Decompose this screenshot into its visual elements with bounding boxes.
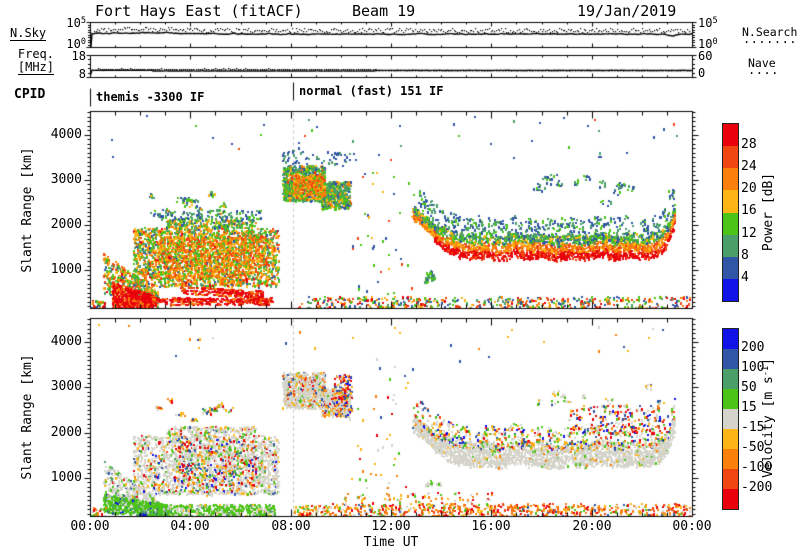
- velocity-colorbar-segment-brightblue: [723, 329, 738, 349]
- nave-legend-dots: ....: [748, 63, 779, 77]
- power-colorbar-segment-seagreen: [723, 234, 738, 257]
- power-colorbar-segment-amber: [723, 190, 738, 213]
- velocity-colorbar-segment-red: [723, 489, 738, 509]
- velocity-colorbar: [722, 328, 739, 510]
- nsearch-legend-label: N.Search: [742, 25, 798, 39]
- y-tick-label-velocity: 4000: [50, 334, 82, 349]
- power-colorbar-segment-blue: [723, 256, 738, 279]
- y-tick-label-power: 2000: [50, 217, 82, 232]
- y-tick-label-velocity: 3000: [50, 379, 82, 394]
- xaxis-title: Time UT: [363, 535, 419, 550]
- power-colorbar-tick-label: 16: [741, 203, 757, 219]
- x-tick-label: 00:00: [672, 519, 712, 534]
- nsky-scale-top-right: 105: [698, 16, 718, 30]
- velocity-colorbar-tick-label: 200: [741, 340, 765, 355]
- power-colorbar: [722, 123, 739, 302]
- velocity-colorbar-tick-label: -50: [741, 440, 765, 455]
- power-colorbar-tick-label: 8: [741, 247, 749, 263]
- x-tick-label: 12:00: [371, 519, 411, 534]
- nave-scale-top: 60: [698, 49, 713, 63]
- freq-axis-title: Freq. [MHz]: [2, 48, 54, 75]
- nave-legend-label: Nave: [748, 56, 776, 70]
- plot-title: Fort Hays East (fitACF): [95, 2, 303, 20]
- power-yaxis-title: Slant Range [km]: [20, 147, 35, 273]
- y-tick-label-velocity: 2000: [50, 425, 82, 440]
- power-colorbar-segment-orangered: [723, 146, 738, 169]
- velocity-colorbar-tick-label: 15: [741, 400, 757, 415]
- velocity-colorbar-tick-label: -200: [741, 480, 773, 495]
- cpid-interval-normal: normal (fast) 151 IF: [299, 84, 444, 98]
- nsky-axis-title-text: N.Sky: [10, 26, 47, 41]
- velocity-colorbar-tick-label: 100: [741, 360, 765, 375]
- nsky-scale-bottom-right: 100: [698, 37, 718, 51]
- y-tick-label-power: 1000: [50, 262, 82, 277]
- power-colorbar-tick-label: 24: [741, 159, 757, 175]
- velocity-colorbar-segment-gray: [723, 409, 738, 429]
- date-label: 19/Jan/2019: [577, 2, 677, 20]
- nsky-axis-title: N.Sky: [10, 26, 47, 41]
- nsky-scale-bottom-left: 100: [66, 37, 86, 51]
- velocity-colorbar-segment-orange: [723, 449, 738, 469]
- velocity-colorbar-segment-amber: [723, 429, 738, 449]
- freq-axis-title-line1: Freq.: [17, 47, 54, 61]
- power-colorbar-segment-green: [723, 212, 738, 235]
- velocity-colorbar-segment-green: [723, 389, 738, 409]
- nsky-scale-top-left: 105: [66, 16, 86, 30]
- nave-scale-bottom: 0: [698, 66, 706, 80]
- power-colorbar-tick-label: 20: [741, 181, 757, 197]
- freq-axis-title-line2: [MHz]: [17, 60, 54, 75]
- y-tick-label-power: 4000: [50, 127, 82, 142]
- y-tick-label-velocity: 1000: [50, 470, 82, 485]
- velocity-colorbar-segment-seagreen: [723, 369, 738, 389]
- x-tick-label: 04:00: [170, 519, 210, 534]
- freq-scale-bottom: 8: [78, 67, 86, 81]
- velocity-colorbar-segment-orangered: [723, 469, 738, 489]
- power-colorbar-tick-label: 28: [741, 137, 757, 152]
- cpid-row-label: CPID: [14, 87, 46, 102]
- power-colorbar-segment-brightblue: [723, 278, 738, 301]
- freq-scale-top: 18: [71, 49, 86, 63]
- x-tick-label: 20:00: [572, 519, 612, 534]
- y-tick-label-power: 3000: [50, 172, 82, 187]
- power-colorbar-segment-orange: [723, 168, 738, 191]
- nsearch-legend-dots: .......: [742, 32, 798, 46]
- velocity-yaxis-title: Slant Range [km]: [20, 354, 35, 480]
- velocity-colorbar-tick-label: 50: [741, 380, 757, 395]
- x-tick-label: 00:00: [70, 519, 110, 534]
- x-tick-label: 16:00: [471, 519, 511, 534]
- velocity-colorbar-segment-blue: [723, 349, 738, 369]
- x-tick-label: 08:00: [271, 519, 311, 534]
- power-colorbar-tick-label: 4: [741, 269, 749, 285]
- power-colorbar-tick-label: 12: [741, 225, 757, 241]
- velocity-colorbar-tick-label: -100: [741, 460, 773, 475]
- velocity-colorbar-tick-label: -15: [741, 420, 765, 435]
- power-colorbar-segment-red: [723, 124, 738, 147]
- beam-label: Beam 19: [352, 2, 416, 20]
- cpid-interval-themis: themis -3300 IF: [96, 90, 205, 104]
